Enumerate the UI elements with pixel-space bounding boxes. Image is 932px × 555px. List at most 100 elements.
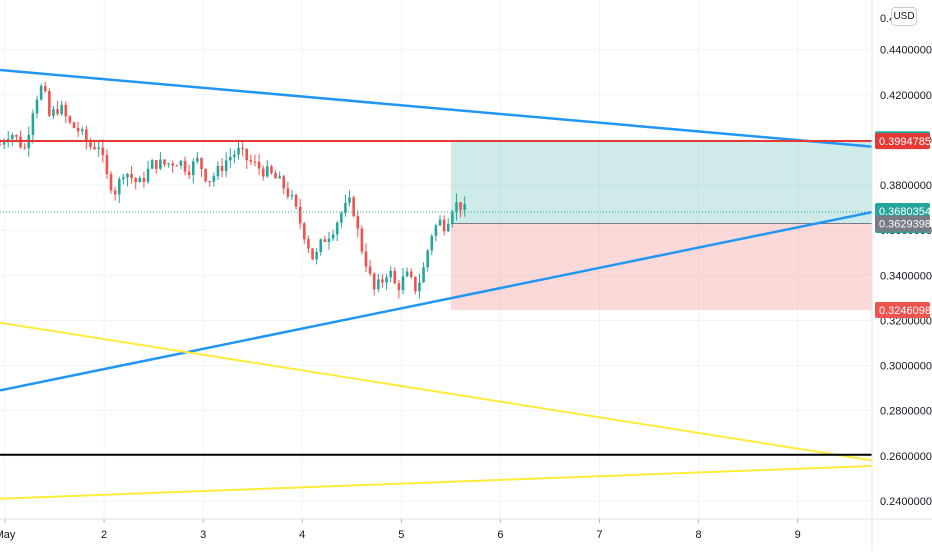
upper-trendline[interactable] (0, 68, 873, 148)
candle-body (253, 161, 257, 163)
candle-body (89, 142, 92, 148)
candle-body (196, 157, 199, 162)
candle-body (150, 160, 154, 169)
lower-yellow-line[interactable] (0, 464, 873, 500)
candle-body (459, 202, 462, 210)
candle-body (298, 206, 302, 224)
candle-body (179, 160, 183, 166)
candle-body (381, 279, 384, 283)
candle-body (228, 156, 232, 161)
candle-body (311, 248, 314, 260)
x-tick-label: 2 (101, 529, 107, 541)
candle-body (220, 166, 224, 172)
candle-body (323, 239, 327, 242)
x-tick-label: 8 (696, 529, 702, 541)
candle-body (438, 219, 442, 226)
candle-body (224, 160, 228, 172)
candle-body (261, 168, 265, 177)
candle-body (39, 85, 43, 100)
price-badge-label: 0.32460989 (879, 305, 932, 317)
candle-body (130, 173, 133, 179)
x-tick-label: 5 (398, 529, 404, 541)
candle-body (159, 159, 162, 169)
price-badge-label: 0.36293981 (879, 219, 932, 231)
x-tick-label: 3 (200, 529, 206, 541)
candle-body (101, 147, 105, 156)
candle-body (286, 188, 290, 197)
x-tick-label: 9 (795, 529, 801, 541)
candle-body (126, 173, 129, 178)
candle-body (377, 279, 380, 290)
candle-body (113, 190, 117, 195)
profit-zone[interactable] (450, 141, 872, 224)
candle-body (385, 277, 388, 283)
candle-body (105, 155, 109, 175)
candle-body (76, 127, 80, 132)
candle-body (60, 104, 63, 114)
candle-body (290, 195, 294, 197)
candle-body (43, 85, 47, 92)
candle-body (397, 283, 401, 291)
candle-body (315, 252, 318, 260)
candle-body (401, 276, 405, 291)
loss-zone[interactable] (450, 223, 872, 311)
upper-yellow-line[interactable] (0, 321, 873, 462)
candle-body (208, 181, 212, 183)
candle-body (35, 99, 39, 114)
price-badge[interactable] (875, 302, 930, 319)
candle-body (11, 135, 14, 139)
price-badge[interactable] (875, 215, 930, 232)
currency-badge[interactable]: USD (891, 7, 917, 26)
candle-body (167, 163, 170, 165)
candle-body (352, 197, 355, 217)
candle-body (48, 91, 51, 116)
candle-body (294, 195, 298, 207)
candle-body (122, 177, 125, 180)
candle-body (117, 179, 121, 195)
lower-trendline[interactable] (0, 210, 873, 392)
candle-body (52, 109, 55, 116)
x-tick-label: 4 (299, 529, 305, 541)
candle-body (68, 116, 72, 123)
candle-body (418, 282, 421, 292)
candle-body (142, 178, 146, 182)
candle-body (463, 204, 466, 210)
candle-body (257, 161, 261, 169)
candle-body (23, 147, 26, 149)
candle-body (163, 159, 166, 165)
candle-body (72, 122, 76, 128)
candle-body (446, 223, 450, 232)
candle-body (451, 212, 454, 224)
candle-body (356, 216, 360, 229)
price-badge[interactable] (875, 133, 930, 150)
candle-body (430, 235, 434, 251)
candle-body (278, 176, 281, 179)
candle-body (64, 104, 68, 117)
candle-body (19, 136, 22, 148)
candle-body (80, 129, 84, 132)
candle-body (405, 271, 409, 277)
candle-body (335, 222, 339, 235)
candle-body (393, 270, 397, 284)
candle-body (0, 144, 2, 146)
price-badge-label: 0.36803540 (879, 206, 932, 218)
candle-body (360, 228, 364, 252)
candle-body (249, 160, 253, 162)
candle-body (348, 197, 351, 203)
candle-body (422, 267, 425, 283)
candle-body (327, 238, 331, 242)
candle-body (85, 129, 88, 143)
candle-body (138, 178, 142, 183)
candle-body (372, 273, 376, 290)
candle-body (93, 147, 96, 150)
candle-body (303, 223, 306, 240)
candle-body (233, 154, 236, 157)
